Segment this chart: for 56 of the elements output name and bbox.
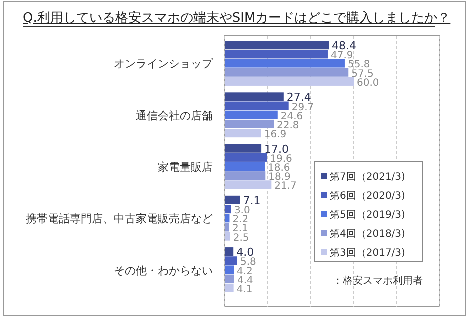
legend-label: 第6回（2020/3): [330, 190, 406, 202]
data-label: 4.2: [237, 266, 253, 278]
data-label: 18.6: [268, 163, 290, 174]
data-label: 5.8: [240, 257, 256, 268]
data-label: 4.1: [236, 284, 253, 296]
bar: [225, 223, 230, 232]
bar: [225, 204, 232, 214]
bar: [225, 153, 268, 162]
bar: [225, 284, 234, 292]
bar: [225, 59, 345, 68]
bar: [225, 50, 328, 59]
bar: [225, 172, 266, 180]
bar: [225, 68, 349, 77]
data-label: 4.4: [237, 275, 254, 286]
bar: [225, 120, 274, 129]
data-label: 22.8: [277, 120, 300, 132]
y-tick-label: 携帯電話専門店、中古家電販売店など: [26, 212, 213, 226]
bar: [225, 180, 272, 190]
bar: [225, 232, 230, 241]
data-label: 16.9: [264, 130, 287, 141]
bar: [225, 248, 234, 256]
data-label: 2.1: [232, 224, 248, 235]
data-label: 24.6: [280, 111, 304, 122]
legend-label: 第7回（2021/3): [330, 171, 406, 183]
bar: [225, 274, 234, 284]
data-label: 17.0: [264, 142, 290, 156]
data-label: 19.6: [270, 154, 292, 165]
bar: [225, 102, 289, 110]
data-label: 55.8: [348, 60, 370, 71]
chart-title: Q.利用している格安スマホの端末やSIMカードはどこで購入しましたか？: [23, 10, 451, 26]
y-tick-label: 通信会社の店舗: [136, 109, 213, 122]
bar: [225, 162, 265, 172]
bar: [225, 266, 234, 274]
bar: [225, 92, 284, 102]
legend-label: 第4回（2018/3): [330, 228, 406, 240]
data-label: 21.7: [274, 181, 297, 192]
bar: [225, 144, 262, 153]
data-label: 7.1: [243, 194, 261, 208]
bar: [225, 196, 240, 204]
data-label: 60.0: [357, 78, 380, 89]
bar: [225, 129, 262, 138]
data-label: 57.5: [352, 68, 374, 80]
bar: [225, 256, 238, 266]
bar: [225, 110, 278, 120]
data-label: 27.4: [286, 91, 312, 104]
bar: [225, 214, 230, 223]
bar: [225, 77, 354, 86]
y-tick-label: 家電量販店: [158, 161, 213, 174]
legend-label: 第5回（2019/3): [330, 209, 406, 221]
y-tick-label: オンラインショップ: [114, 58, 214, 71]
legend-label: 第3回（2017/3): [330, 247, 406, 259]
annotation: ：格安スマホ利用者: [333, 275, 423, 287]
y-tick-label: その他・わからない: [114, 264, 213, 278]
data-label: 2.5: [233, 232, 250, 244]
data-label: 29.7: [292, 102, 314, 114]
bar: [225, 41, 330, 50]
